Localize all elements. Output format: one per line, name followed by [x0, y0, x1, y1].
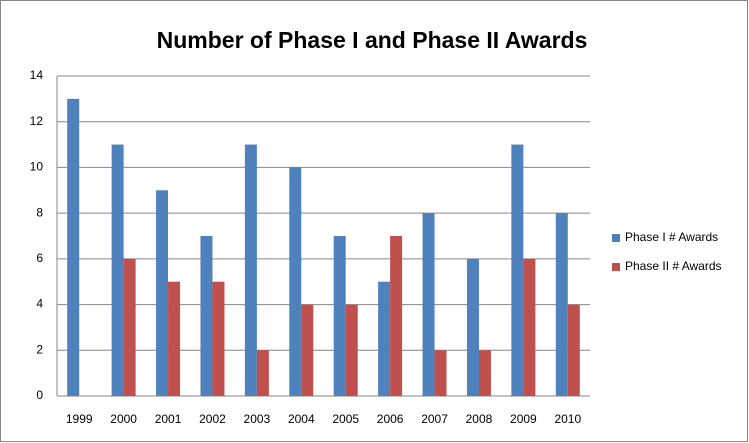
x-tick-label: 2008: [466, 412, 493, 426]
legend-label: Phase I # Awards: [625, 230, 718, 244]
bar: [434, 350, 447, 396]
x-tick-label: 2004: [288, 412, 315, 426]
bar: [301, 304, 314, 396]
bar: [378, 281, 391, 396]
bar: [333, 236, 346, 396]
bar: [567, 304, 580, 396]
x-tick-label: 2005: [332, 412, 359, 426]
x-tick-label: 2009: [510, 412, 537, 426]
x-tick-label: 2006: [377, 412, 404, 426]
legend-label: Phase II # Awards: [625, 259, 722, 273]
bar: [523, 258, 536, 396]
bar: [345, 304, 358, 396]
x-tick-label: 2003: [244, 412, 271, 426]
x-tick-label: 2007: [421, 412, 448, 426]
y-tick-label: 2: [36, 342, 43, 356]
legend-swatch: [612, 234, 620, 242]
bar: [390, 236, 403, 396]
y-tick-label: 4: [36, 297, 43, 311]
y-tick-label: 14: [30, 68, 44, 82]
bar: [555, 213, 568, 396]
x-tick-label: 1999: [66, 412, 93, 426]
bar: [422, 213, 435, 396]
bar: [168, 281, 181, 396]
x-tick-label: 2010: [554, 412, 581, 426]
y-tick-label: 8: [36, 205, 43, 219]
bar: [289, 167, 302, 396]
bar: [478, 350, 491, 396]
legend-swatch: [612, 263, 620, 271]
bar: [256, 350, 269, 396]
y-tick-label: 6: [36, 251, 43, 265]
bar: [200, 236, 213, 396]
x-tick-label: 2000: [110, 412, 137, 426]
x-tick-label: 2002: [199, 412, 226, 426]
chart-title: Number of Phase I and Phase II Awards: [157, 27, 588, 53]
y-tick-label: 0: [36, 388, 43, 402]
bar: [123, 258, 136, 396]
bar: [244, 144, 257, 396]
bar: [511, 144, 524, 396]
bar: [212, 281, 225, 396]
bar: [466, 258, 479, 396]
bar: [111, 144, 124, 396]
bar: [156, 190, 169, 396]
bar: [67, 98, 80, 396]
y-tick-label: 10: [30, 160, 44, 174]
y-tick-label: 12: [30, 114, 44, 128]
x-tick-label: 2001: [155, 412, 182, 426]
